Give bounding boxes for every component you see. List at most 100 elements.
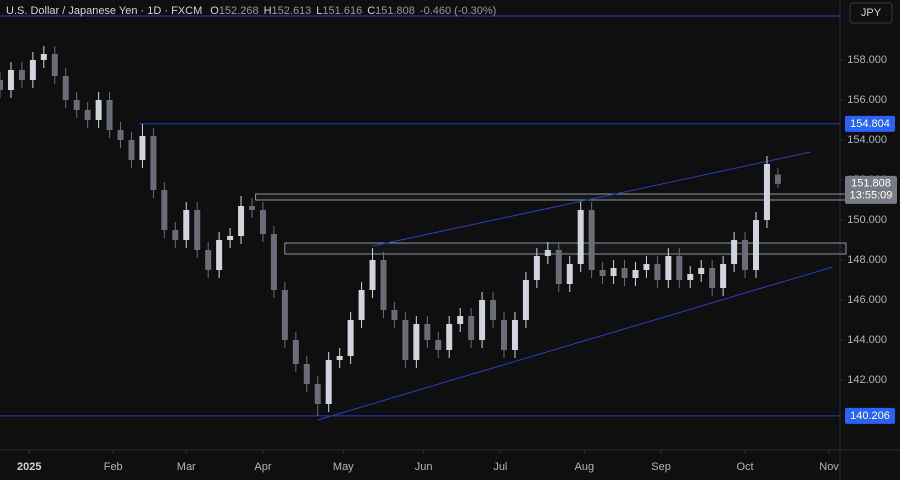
x-tick-label: Sep xyxy=(651,461,671,473)
candle-body xyxy=(259,210,266,234)
candle-body xyxy=(18,70,25,80)
candle-body xyxy=(742,240,749,270)
candle-body xyxy=(533,256,540,280)
candle-body xyxy=(687,274,694,280)
x-tick-label: 2025 xyxy=(17,461,41,473)
x-tick-label: Apr xyxy=(254,461,271,473)
candle-body xyxy=(391,310,398,320)
level-tag-label: 140.206 xyxy=(850,410,890,422)
candle-body xyxy=(303,364,310,384)
x-tick-label: Jun xyxy=(415,461,433,473)
candle-body xyxy=(347,320,354,356)
y-tick-label: 158.000 xyxy=(847,54,887,66)
candle-body xyxy=(610,268,617,276)
candle-body xyxy=(369,260,376,290)
candle-body xyxy=(205,250,212,270)
plot-area xyxy=(0,15,847,421)
zone xyxy=(255,193,847,201)
x-tick-label: May xyxy=(333,461,354,473)
candle-body xyxy=(457,316,464,324)
candle-body xyxy=(654,264,661,280)
currency-label[interactable]: JPY xyxy=(861,7,882,19)
ohlc-key: O xyxy=(210,5,219,17)
candle-body xyxy=(446,324,453,350)
ohlc-value: 152.268 xyxy=(219,5,259,17)
x-tick-label: Jul xyxy=(493,461,507,473)
candle-body xyxy=(238,206,245,236)
candle-body xyxy=(720,264,727,288)
candle-body xyxy=(709,268,716,288)
level-tag xyxy=(845,115,895,132)
ohlc-value: 152.613 xyxy=(272,5,312,17)
countdown: 13:55:09 xyxy=(850,190,893,202)
candle-body xyxy=(51,54,58,76)
candle-body xyxy=(270,234,277,290)
candle-body xyxy=(380,260,387,310)
price-tag-label: 151.808 xyxy=(851,178,891,190)
candle-body xyxy=(774,174,781,184)
candle-body xyxy=(358,290,365,320)
candle-body xyxy=(621,268,628,278)
y-tick-label: 144.000 xyxy=(847,334,887,346)
candle-body xyxy=(73,100,80,110)
candle-body xyxy=(62,76,69,100)
candle-body xyxy=(216,240,223,270)
trendline xyxy=(372,151,811,247)
candle-body xyxy=(150,136,157,190)
x-tick-label: Feb xyxy=(104,461,123,473)
candle-body xyxy=(292,340,299,364)
candle-body xyxy=(643,264,650,270)
currency-button[interactable] xyxy=(849,2,893,24)
x-tick-label: Aug xyxy=(575,461,595,473)
candle-body xyxy=(511,320,518,350)
candle-body xyxy=(0,80,3,90)
candle-body xyxy=(566,264,573,284)
candle-body xyxy=(522,280,529,320)
candle-body xyxy=(40,54,47,60)
y-tick-label: 154.000 xyxy=(847,134,887,146)
y-tick-label: 156.000 xyxy=(847,94,887,106)
candle-body xyxy=(325,360,332,404)
candle-body xyxy=(555,250,562,284)
x-tick-label: Mar xyxy=(177,461,196,473)
candle-body xyxy=(544,250,551,256)
y-tick-label: 148.000 xyxy=(847,254,887,266)
y-tick-label: 150.000 xyxy=(847,214,887,226)
ohlc-value: 151.808 xyxy=(375,5,415,17)
candle-body xyxy=(676,256,683,280)
price-tag xyxy=(845,175,897,204)
candle-body xyxy=(402,320,409,360)
candle-body xyxy=(501,320,507,350)
candle-body xyxy=(161,190,168,230)
candle-body xyxy=(698,268,705,274)
candle-body xyxy=(281,290,288,340)
candle-body xyxy=(763,164,770,220)
candle-body xyxy=(128,140,135,160)
x-tick-label: Nov xyxy=(819,461,839,473)
y-tick-label: 146.000 xyxy=(847,294,887,306)
candle-body xyxy=(490,300,497,320)
candle-body xyxy=(84,110,91,120)
header: U.S. Dollar / Japanese Yen · 1D · FXCM O1… xyxy=(6,5,496,17)
ohlc-key: H xyxy=(264,5,272,17)
candle-body xyxy=(753,220,759,270)
candle-body xyxy=(95,100,102,120)
candle-body xyxy=(7,70,14,90)
level-tag xyxy=(845,407,895,424)
candle-body xyxy=(249,206,255,210)
candle-body xyxy=(731,240,738,264)
level-tag-label: 154.804 xyxy=(850,118,890,130)
zone xyxy=(284,242,847,255)
change: -0.460 (-0.30%) xyxy=(420,5,496,17)
candle-body xyxy=(336,356,343,360)
candle-body xyxy=(577,210,584,264)
ohlc-value: 151.616 xyxy=(322,5,362,17)
y-tick-label: 142.000 xyxy=(847,374,887,386)
candle-body xyxy=(632,270,639,278)
candle-body xyxy=(227,236,234,240)
candle-body xyxy=(183,210,190,240)
ohlc-key: L xyxy=(316,5,322,17)
